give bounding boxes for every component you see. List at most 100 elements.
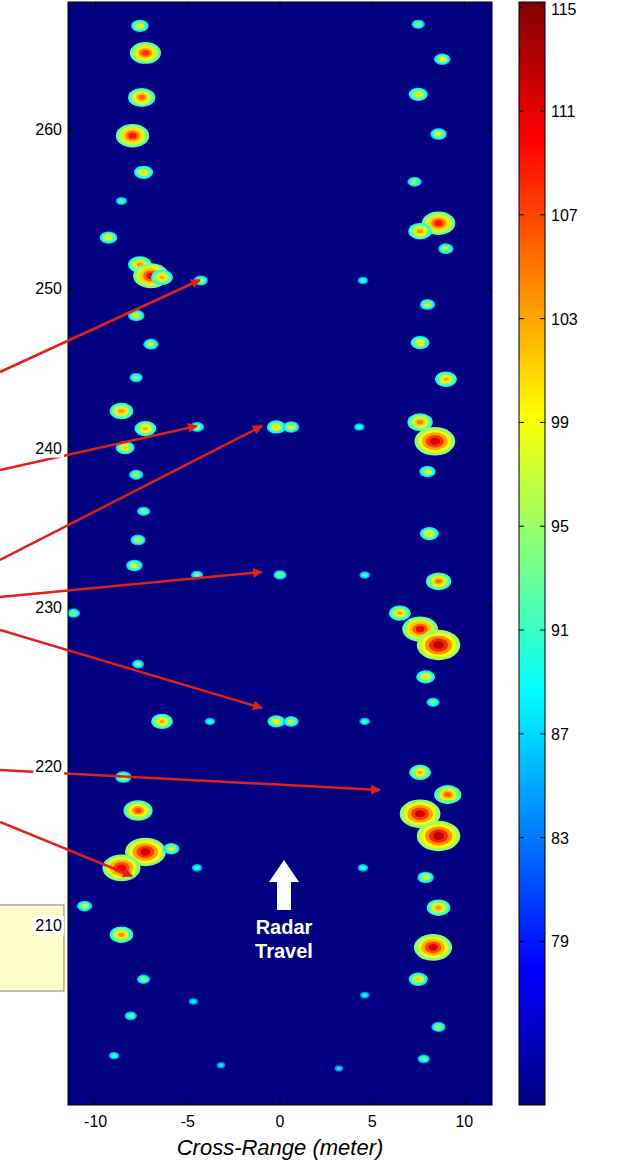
cell-layer [435, 579, 441, 583]
cell-layer [425, 531, 433, 537]
cell-layer [434, 54, 450, 65]
cell [407, 177, 421, 187]
cell-layer [414, 427, 455, 456]
cell-layer [434, 1024, 443, 1030]
x-tick [280, 1099, 281, 1105]
cell-layer [421, 300, 433, 309]
label-patch [33, 120, 64, 139]
y-tick [68, 288, 74, 289]
cell-layer [206, 718, 215, 724]
cell-layer [139, 169, 147, 175]
cell-layer [119, 199, 124, 203]
cell-layer [336, 1066, 342, 1070]
cell-layer [141, 425, 151, 432]
cell-layer [431, 1022, 445, 1032]
cell-layer [423, 529, 435, 537]
cell-layer [439, 57, 446, 62]
cell [430, 128, 446, 139]
cell-layer [134, 22, 145, 30]
cell-layer [114, 406, 129, 416]
cell-layer [157, 718, 167, 725]
cell-layer [389, 606, 411, 621]
cell-layer [166, 845, 176, 852]
cell-layer [430, 128, 446, 139]
cell-layer [430, 438, 440, 445]
x-tick-label: 0 [276, 1113, 285, 1130]
colorbar-tick [540, 422, 545, 423]
cell-layer [431, 576, 447, 587]
y-tick-label: 230 [35, 599, 62, 616]
x-tick [280, 2, 281, 8]
cell-layer [126, 1012, 136, 1019]
x-tick-label: 10 [455, 1113, 473, 1130]
cell-layer [439, 789, 456, 801]
cell [389, 606, 411, 621]
x-tick [95, 2, 96, 8]
cell [109, 1052, 120, 1060]
cell-layer [217, 1063, 224, 1068]
cell-layer [421, 674, 429, 680]
cell-layer [364, 994, 366, 996]
cell-layer [416, 93, 421, 96]
cell-layer [362, 720, 367, 723]
cell-layer [273, 570, 286, 579]
x-tick [464, 2, 465, 8]
cell-layer [131, 374, 142, 382]
cell-layer [422, 528, 437, 539]
cell-layer [438, 243, 453, 254]
arrow [0, 426, 197, 470]
arrow [0, 280, 200, 372]
cell-layer [409, 765, 431, 780]
cell [116, 124, 149, 147]
cell-layer [436, 906, 442, 910]
cell-layer [417, 821, 461, 851]
cell-layer [360, 992, 370, 999]
label-patch [33, 598, 64, 617]
cell [205, 718, 216, 726]
cell-layer [83, 905, 87, 908]
annotation: RadarTravel [255, 916, 313, 962]
cell-layer [437, 1026, 441, 1028]
cell-layer [119, 409, 125, 413]
colorbar-tick-label: 103 [551, 311, 578, 328]
arrows [0, 280, 380, 876]
cell-layer [134, 166, 153, 179]
cell-layer [128, 133, 136, 139]
x-tick-label: 5 [368, 1113, 377, 1130]
colorbar-tick [519, 630, 524, 631]
cell-layer [429, 699, 437, 705]
cell [359, 571, 370, 579]
cell-layer [100, 231, 118, 243]
cell-layer [192, 864, 203, 872]
cell-layer [132, 660, 144, 669]
colorbar-tick-label: 115 [551, 1, 577, 18]
cell-layer [411, 336, 430, 349]
cell-layer [361, 866, 366, 869]
cell-layer [411, 766, 429, 778]
cell [143, 339, 158, 350]
cell-layer [275, 571, 286, 579]
cell-layer [424, 876, 428, 879]
cell-layer [415, 810, 425, 817]
cell [192, 864, 203, 872]
cell-layer [133, 21, 147, 31]
cell-layer [433, 131, 443, 138]
colorbar-tick-label: 79 [551, 933, 569, 950]
cell-layer [133, 44, 158, 62]
cell-layer [68, 609, 79, 617]
cell-layer [444, 792, 451, 797]
cell-layer [442, 790, 454, 798]
cell-layer [133, 92, 150, 104]
cell-layer [276, 572, 284, 578]
cell-layer [362, 993, 368, 997]
colorbar-tick [519, 111, 524, 112]
cell-layer [437, 787, 459, 802]
cell-layer [413, 768, 427, 778]
cell-layer [436, 133, 440, 136]
cell-layer [412, 20, 425, 29]
cell-layer [129, 470, 143, 480]
cell-layer [114, 930, 129, 940]
cell-layer [422, 1058, 425, 1060]
cell [409, 765, 431, 780]
cell-layer [168, 846, 175, 851]
